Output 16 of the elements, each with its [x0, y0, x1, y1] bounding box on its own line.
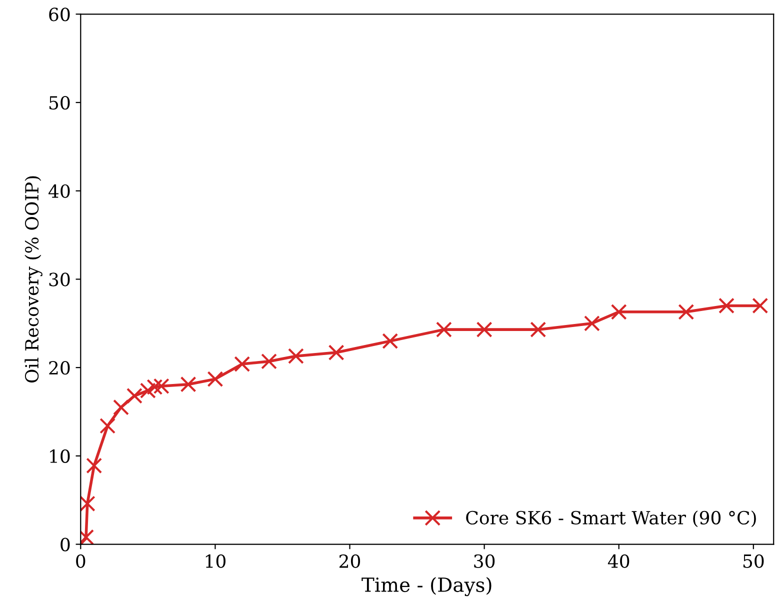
- y-tick-label: 10: [50, 449, 70, 464]
- x-tick-label: 30: [474, 554, 495, 568]
- y-tick-label: 0: [60, 538, 70, 552]
- x-tick-label: 0: [76, 554, 86, 568]
- x-axis-title: Time - (Days): [362, 577, 492, 596]
- y-tick-label: 20: [49, 361, 70, 375]
- x-tick-label: 50: [743, 554, 764, 568]
- legend-label: Core SK6 - Smart Water (90 °C): [466, 510, 756, 528]
- y-axis-title: Oil Recovery (% OOIP): [24, 176, 42, 383]
- x-tick-label: 10: [206, 554, 226, 568]
- y-tick-label: 50: [49, 96, 70, 110]
- x-tick-label: 20: [339, 554, 360, 568]
- y-tick-label: 30: [49, 272, 70, 286]
- y-tick-label: 60: [49, 8, 70, 22]
- y-tick-label: 40: [48, 184, 70, 198]
- x-tick-label: 40: [608, 554, 630, 568]
